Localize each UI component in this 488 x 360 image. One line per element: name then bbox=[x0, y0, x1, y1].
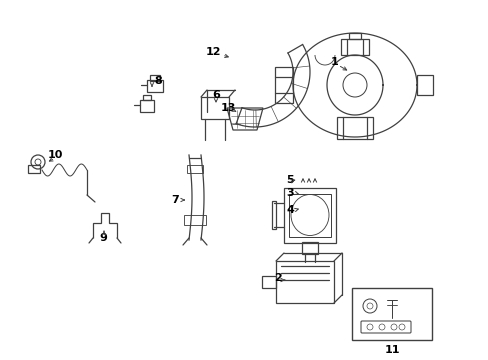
Bar bbox=[183, 215, 205, 225]
Text: 4: 4 bbox=[285, 205, 293, 215]
Text: 2: 2 bbox=[274, 273, 281, 283]
Text: 11: 11 bbox=[384, 345, 399, 355]
Text: 13: 13 bbox=[220, 103, 235, 113]
Bar bbox=[348, 33, 360, 39]
Text: 12: 12 bbox=[205, 47, 220, 57]
Bar bbox=[140, 100, 154, 112]
Bar bbox=[302, 242, 317, 254]
Bar bbox=[262, 276, 275, 288]
Bar bbox=[340, 39, 368, 55]
Text: 3: 3 bbox=[285, 188, 293, 198]
Bar bbox=[275, 261, 333, 303]
Text: 10: 10 bbox=[47, 150, 62, 160]
Text: 5: 5 bbox=[285, 175, 293, 185]
Bar bbox=[336, 117, 372, 139]
Bar bbox=[150, 75, 160, 81]
Bar bbox=[416, 75, 432, 95]
Bar bbox=[186, 165, 203, 173]
Bar bbox=[274, 67, 292, 103]
Bar bbox=[284, 188, 335, 243]
Bar bbox=[142, 95, 151, 100]
Text: 8: 8 bbox=[154, 76, 162, 86]
Text: 7: 7 bbox=[171, 195, 179, 205]
Bar bbox=[288, 194, 330, 237]
Bar bbox=[28, 165, 40, 173]
Text: 6: 6 bbox=[212, 90, 220, 100]
Text: 1: 1 bbox=[330, 57, 338, 67]
Bar bbox=[271, 201, 275, 229]
Bar bbox=[147, 80, 163, 92]
Bar bbox=[351, 288, 431, 340]
Text: 9: 9 bbox=[99, 233, 107, 243]
Bar bbox=[201, 97, 228, 119]
